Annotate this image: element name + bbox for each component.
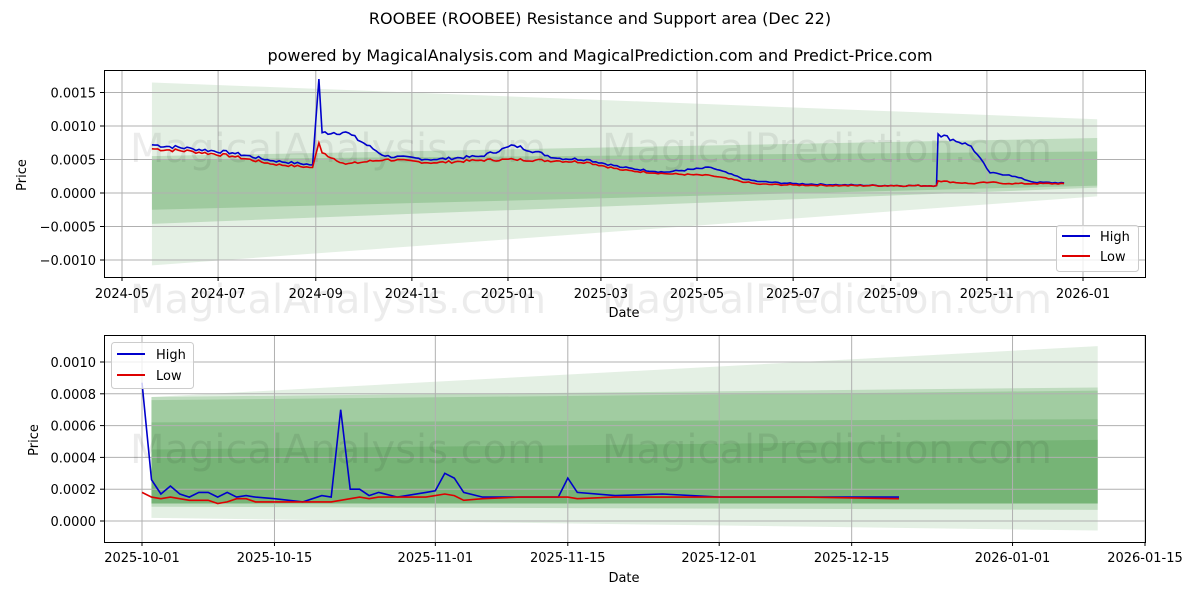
x-tick-label: 2025-01 [481, 287, 535, 302]
band-inner [151, 151, 1098, 210]
band-outer [151, 82, 1098, 266]
y-tick-label: 0.0010 [51, 356, 97, 371]
top-chart: MagicalAnalysis.com MagicalPrediction.co… [15, 70, 1146, 323]
bottom-grid [104, 335, 1146, 542]
x-tick-label: 2025-10-15 [237, 551, 313, 566]
top-x-axis-label: Date [608, 306, 639, 321]
chart-title: ROOBEE (ROOBEE) Resistance and Support a… [368, 9, 832, 28]
y-tick-label: 0.0000 [51, 515, 97, 530]
resistance-support-bands [151, 82, 1098, 266]
x-tick-label: 2024-07 [191, 287, 245, 302]
x-tick-label: 2024-05 [95, 287, 149, 302]
x-tick-label: 2025-05 [670, 287, 724, 302]
y-tick-label: −0.0010 [40, 254, 96, 269]
y-tick-label: 0.0015 [51, 87, 97, 102]
y-tick-label: 0.0008 [51, 388, 97, 403]
bottom-chart: MagicalAnalysis.com MagicalPrediction.co… [27, 335, 1183, 586]
bottom-band [151, 346, 1098, 531]
x-tick-label: 2026-01-01 [975, 551, 1051, 566]
top-grid [104, 70, 1145, 277]
x-tick-label: 2025-11-15 [530, 551, 606, 566]
bottom-axes-frame [104, 335, 1146, 543]
legend-high-label: High [1100, 230, 1130, 245]
top-tick-labels: 2024-05 2024-07 2024-09 2024-11 2025-01 2025-… [40, 87, 1111, 303]
watermark-3: MagicalAnalysis.com [130, 277, 546, 323]
top-y-axis-label: Price [15, 159, 30, 191]
bottom-low-line [141, 491, 900, 505]
bottom-band [151, 387, 1098, 510]
y-tick-label: 0.0006 [51, 420, 97, 435]
top-legend: High Low [1056, 225, 1139, 272]
chart-subtitle: powered by MagicalAnalysis.com and Magic… [267, 46, 933, 65]
bottom-high-line [141, 382, 899, 503]
bottom-legend: High Low [111, 342, 194, 389]
bottom-band [151, 390, 1098, 504]
bottom-legend-high-label: High [156, 348, 186, 363]
x-tick-label: 2024-11 [385, 287, 439, 302]
x-tick-label: 2026-01 [1056, 287, 1110, 302]
y-tick-label: 0.0004 [51, 451, 97, 466]
y-tick-label: 0.0000 [51, 187, 97, 202]
x-tick-label: 2025-12-01 [681, 551, 757, 566]
watermark-2: MagicalPrediction.com [602, 126, 1052, 172]
bottom-tick-labels: 2025-10-01 2025-10-15 2025-11-01 2025-11-15… [51, 356, 1183, 566]
x-tick-label: 2025-07 [766, 287, 820, 302]
x-tick-label: 2025-11-01 [398, 551, 474, 566]
bottom-y-axis-label: Price [27, 424, 42, 456]
bottom-band [151, 439, 1098, 504]
x-tick-label: 2025-09 [864, 287, 918, 302]
bottom-resistance-support-bands [151, 346, 1098, 531]
top-axes-frame [104, 70, 1146, 278]
bottom-legend-low-label: Low [156, 369, 182, 384]
legend-low-label: Low [1100, 250, 1126, 265]
y-tick-label: 0.0005 [51, 154, 97, 169]
bottom-x-axis-label: Date [608, 571, 639, 586]
y-tick-label: 0.0010 [51, 120, 97, 135]
x-tick-label: 2026-01-15 [1107, 551, 1183, 566]
x-tick-label: 2025-11 [960, 287, 1014, 302]
x-tick-label: 2024-09 [289, 287, 343, 302]
watermark-4: MagicalPrediction.com [602, 277, 1052, 323]
y-tick-label: −0.0005 [40, 221, 96, 236]
low-line [151, 139, 1065, 188]
x-tick-label: 2025-12-15 [814, 551, 890, 566]
watermark-6: MagicalPrediction.com [602, 427, 1052, 473]
x-tick-label: 2025-10-01 [104, 551, 180, 566]
bottom-band [151, 419, 1098, 504]
y-tick-label: 0.0002 [51, 483, 97, 498]
x-tick-label: 2025-03 [574, 287, 628, 302]
